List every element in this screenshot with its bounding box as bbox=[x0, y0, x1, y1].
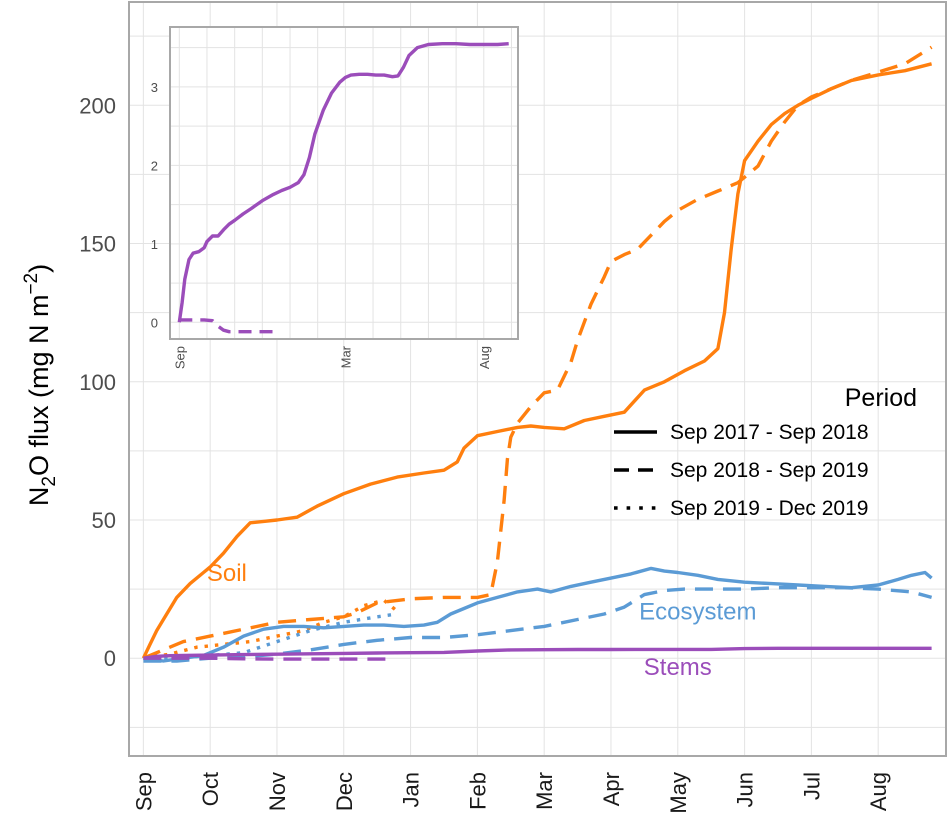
y-axis-title-mid: O flux (mg N m bbox=[24, 295, 54, 477]
inset-y-tick-label: 1 bbox=[151, 237, 158, 252]
y-axis-title-sup: −2 bbox=[21, 273, 42, 295]
legend-label-dotted: Sep 2019 - Dec 2019 bbox=[670, 497, 868, 520]
main-x-tick-labels: Sep Oct Nov Dec Jan Feb Mar Apr May Jun Jul Aug bbox=[131, 772, 891, 814]
x-tick-label: Oct bbox=[198, 772, 223, 806]
x-tick-label: Sep bbox=[131, 772, 156, 811]
series-line-soil-dashed bbox=[142, 45, 933, 660]
inset-gridlines bbox=[171, 28, 517, 338]
y-tick-label: 100 bbox=[79, 370, 116, 395]
x-tick-label: Jan bbox=[399, 772, 424, 807]
legend-label-dashed: Sep 2018 - Sep 2019 bbox=[670, 459, 869, 482]
y-axis-title: N2O flux (mg N m−2) bbox=[21, 264, 60, 506]
inset-y-tick-label: 2 bbox=[151, 158, 158, 173]
x-tick-label: Nov bbox=[265, 772, 290, 811]
series-label-soil: Soil bbox=[207, 560, 247, 587]
series-line-soil-solid bbox=[141, 62, 933, 659]
x-tick-label: Dec bbox=[332, 772, 357, 811]
series-labels: Soil Ecosystem Stems bbox=[207, 560, 757, 681]
main-series-lines bbox=[141, 45, 933, 663]
y-tick-label: 200 bbox=[79, 93, 116, 118]
inset-background bbox=[170, 27, 518, 339]
legend-label-solid: Sep 2017 - Sep 2018 bbox=[670, 421, 869, 444]
x-tick-label: Jul bbox=[799, 772, 824, 800]
inset-y-tick-label: 0 bbox=[151, 315, 158, 330]
x-tick-label: Apr bbox=[599, 772, 624, 806]
main-y-tick-labels: 0 50 100 150 200 bbox=[79, 93, 116, 671]
x-tick-label: Aug bbox=[866, 772, 891, 811]
inset-y-tick-labels: 0 1 2 3 bbox=[151, 80, 158, 330]
series-line-stems-solid bbox=[143, 646, 932, 660]
y-tick-label: 0 bbox=[104, 646, 116, 671]
y-axis-title-pre: N bbox=[24, 487, 54, 507]
y-tick-label: 150 bbox=[79, 232, 116, 257]
x-tick-label: Mar bbox=[532, 772, 557, 810]
x-tick-label: Feb bbox=[465, 772, 490, 810]
inset-x-tick-label: Mar bbox=[338, 345, 353, 368]
inset-series-lines bbox=[177, 42, 509, 334]
series-line-ecosystem-solid bbox=[143, 566, 933, 663]
series-label-ecosystem: Ecosystem bbox=[639, 599, 756, 626]
x-tick-label: May bbox=[666, 772, 691, 814]
legend-title: Period bbox=[845, 384, 917, 412]
y-tick-label: 50 bbox=[92, 508, 116, 533]
y-axis-title-post: ) bbox=[24, 264, 54, 273]
inset-x-tick-label: Sep bbox=[172, 346, 187, 369]
series-line-soil-dotted bbox=[143, 598, 399, 660]
main-plot-frame bbox=[128, 1, 947, 757]
series-line-stems-dashed bbox=[143, 656, 391, 661]
series-label-stems: Stems bbox=[644, 654, 712, 681]
inset-x-tick-labels: Sep Mar Aug bbox=[172, 345, 491, 369]
legend: Period Sep 2017 - Sep 2018 Sep 2018 - Se… bbox=[614, 384, 917, 520]
x-tick-label: Jun bbox=[733, 772, 758, 807]
inset-y-tick-label: 3 bbox=[151, 80, 158, 95]
inset-x-tick-label: Aug bbox=[477, 346, 492, 369]
inset-series-line-stems-dashed bbox=[179, 318, 279, 334]
y-axis-title-sub: 2 bbox=[39, 476, 60, 487]
inset-series-line-stems-solid bbox=[177, 42, 509, 323]
inset-plot-frame bbox=[169, 26, 519, 340]
